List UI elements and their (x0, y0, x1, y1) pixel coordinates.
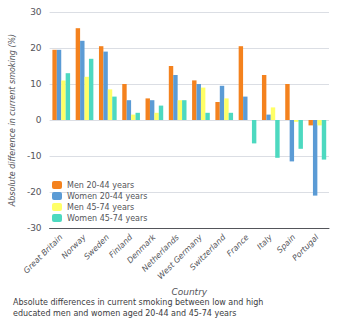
svg-text:Switzerland: Switzerland (188, 232, 228, 272)
svg-text:Denmark: Denmark (125, 232, 158, 266)
svg-text:West Germany: West Germany (155, 232, 205, 282)
svg-text:Women 45-74 years: Women 45-74 years (67, 214, 147, 223)
svg-text:-10: -10 (27, 151, 42, 161)
svg-text:Portugal: Portugal (291, 232, 322, 263)
svg-text:Absolute difference in current: Absolute difference in current smoking (… (8, 34, 17, 207)
svg-text:Italy: Italy (255, 233, 274, 252)
svg-text:Great Britain: Great Britain (22, 233, 65, 276)
svg-text:Men 20-44 years: Men 20-44 years (67, 181, 134, 190)
svg-text:Sweden: Sweden (82, 233, 111, 262)
svg-text:France: France (225, 233, 251, 259)
svg-text:30: 30 (30, 7, 42, 17)
svg-text:Absolute differences in curren: Absolute differences in current smoking … (13, 298, 263, 307)
svg-text:Netherlands: Netherlands (140, 232, 181, 274)
svg-text:educated men and women aged 20: educated men and women aged 20-44 and 45… (13, 309, 236, 318)
svg-text:10: 10 (30, 79, 42, 89)
svg-text:Men 45-74 years: Men 45-74 years (67, 203, 134, 212)
svg-text:0: 0 (36, 115, 42, 125)
svg-text:-20: -20 (27, 187, 42, 197)
svg-text:Norway: Norway (59, 232, 88, 261)
svg-text:-30: -30 (27, 223, 42, 233)
svg-text:Finland: Finland (107, 232, 135, 260)
svg-text:Country: Country (171, 287, 207, 297)
svg-text:Spain: Spain (275, 233, 297, 255)
svg-text:Women 20-44 years: Women 20-44 years (67, 192, 147, 201)
svg-text:20: 20 (30, 43, 42, 53)
